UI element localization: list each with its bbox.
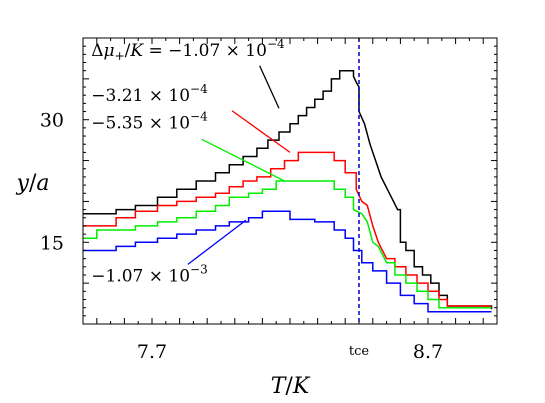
x-tick-label: 7.7 <box>137 341 167 363</box>
annotation-leader-3 <box>187 219 247 265</box>
series-line-1 <box>83 151 492 307</box>
x-tick-label: 8.7 <box>413 341 443 363</box>
series-line-3 <box>83 210 492 313</box>
vline-layer: tce <box>349 38 370 359</box>
annotation-leader-0 <box>259 65 280 109</box>
axis-ticks: 7.7 8.7 15 30 T/K y/a <box>16 37 498 399</box>
x-axis-label: T/K <box>271 374 311 399</box>
series-line-0 <box>83 69 493 310</box>
y-tick-label: 30 <box>40 110 64 132</box>
y-tick-label: 15 <box>40 232 64 254</box>
y-axis-label: y/a <box>16 171 50 196</box>
tce-label: tce <box>349 344 370 359</box>
annotation-label-2: −5.35 × 10−4 <box>91 110 208 134</box>
annotation-label-3: −1.07 × 10−3 <box>91 263 207 287</box>
series-line-2 <box>83 180 492 309</box>
annotation-leader-2 <box>201 138 285 182</box>
annotation-leader-1 <box>231 110 291 153</box>
annotations: Δμ+/K = −1.07 × 10−4 −3.21 × 10−4 −5.35 × … <box>91 37 291 287</box>
annotation-label-0: Δμ+/K = −1.07 × 10−4 <box>91 37 285 63</box>
annotation-label-1: −3.21 × 10−4 <box>91 82 208 106</box>
series-layer <box>83 69 493 313</box>
